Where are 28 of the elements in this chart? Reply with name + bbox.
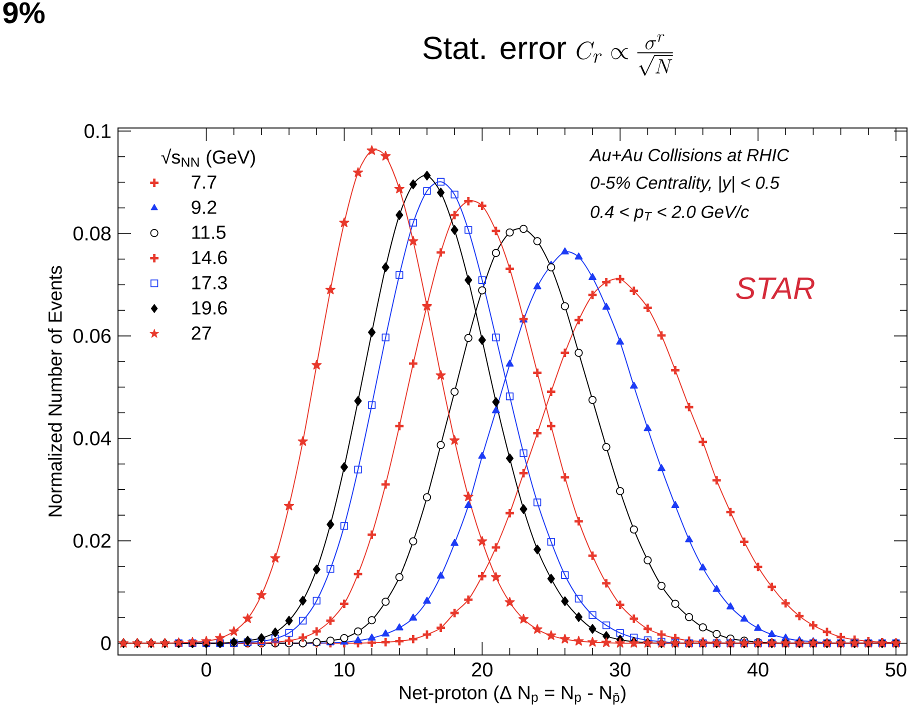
x-tick-label: 0 [202,662,212,677]
y-tick-label: 0.08 [73,226,111,241]
legend-label: 17.3 [192,276,227,290]
legend-label: 14.6 [192,250,227,264]
x-tick-label: 50 [886,662,906,677]
x-tick-label: 30 [610,662,630,677]
y-tick-label: 0.02 [73,534,110,548]
legend-title: √s$_{NN}$ (GeV) [161,148,255,168]
legend-label: 11.5 [192,226,226,239]
legend-label: 27 [192,326,211,340]
y-tick-label: 0.1 [84,124,111,138]
x-tick-label: 10 [334,662,355,677]
y-tick-label: 0.04 [73,431,111,446]
y-axis-title: Normalized Number of Events [48,266,62,516]
x-tick-label: 20 [472,662,492,677]
legend-label: 7.7 [192,176,216,189]
text: 9% [3,2,45,24]
chart-title: $\text{Stat. error }C_r\propto\frac{\sigma^r}{\sqrt{N}}$ [423,34,673,76]
legend-label: 19.6 [192,301,227,315]
y-tick-label: 0.06 [73,328,111,343]
annotation: STAR [736,277,814,300]
annotation: 0-5% Centrality, |y| < 0.5 [590,176,780,193]
y-tick-label: 0 [101,636,111,650]
x-tick-label: 40 [747,662,768,677]
legend-label: 9.2 [192,200,216,214]
annotation: 0.4 < p$_{T}$ < 2.0 GeV/c [590,205,749,222]
annotation: Au+Au Collisions at RHIC [589,148,790,162]
x-axis-title: Net-proton (Δ N$_{p}$ = N$_{p}$ - N$_{p̄}$) [400,685,626,705]
